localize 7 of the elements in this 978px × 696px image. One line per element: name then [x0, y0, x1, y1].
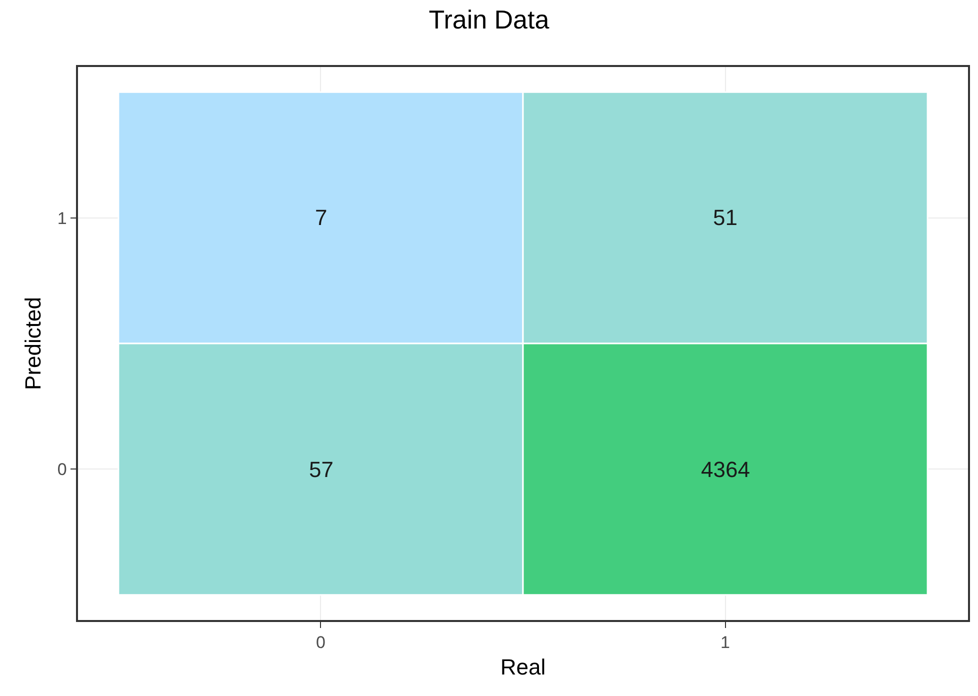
data-label: 7	[315, 205, 328, 230]
y-axis-title: Predicted	[20, 297, 46, 390]
chart-title: Train Data	[428, 4, 550, 35]
x-axis-title: Real	[500, 654, 546, 680]
data-label: 51	[713, 205, 738, 230]
data-label: 4364	[701, 457, 750, 482]
data-label: 57	[309, 457, 334, 482]
